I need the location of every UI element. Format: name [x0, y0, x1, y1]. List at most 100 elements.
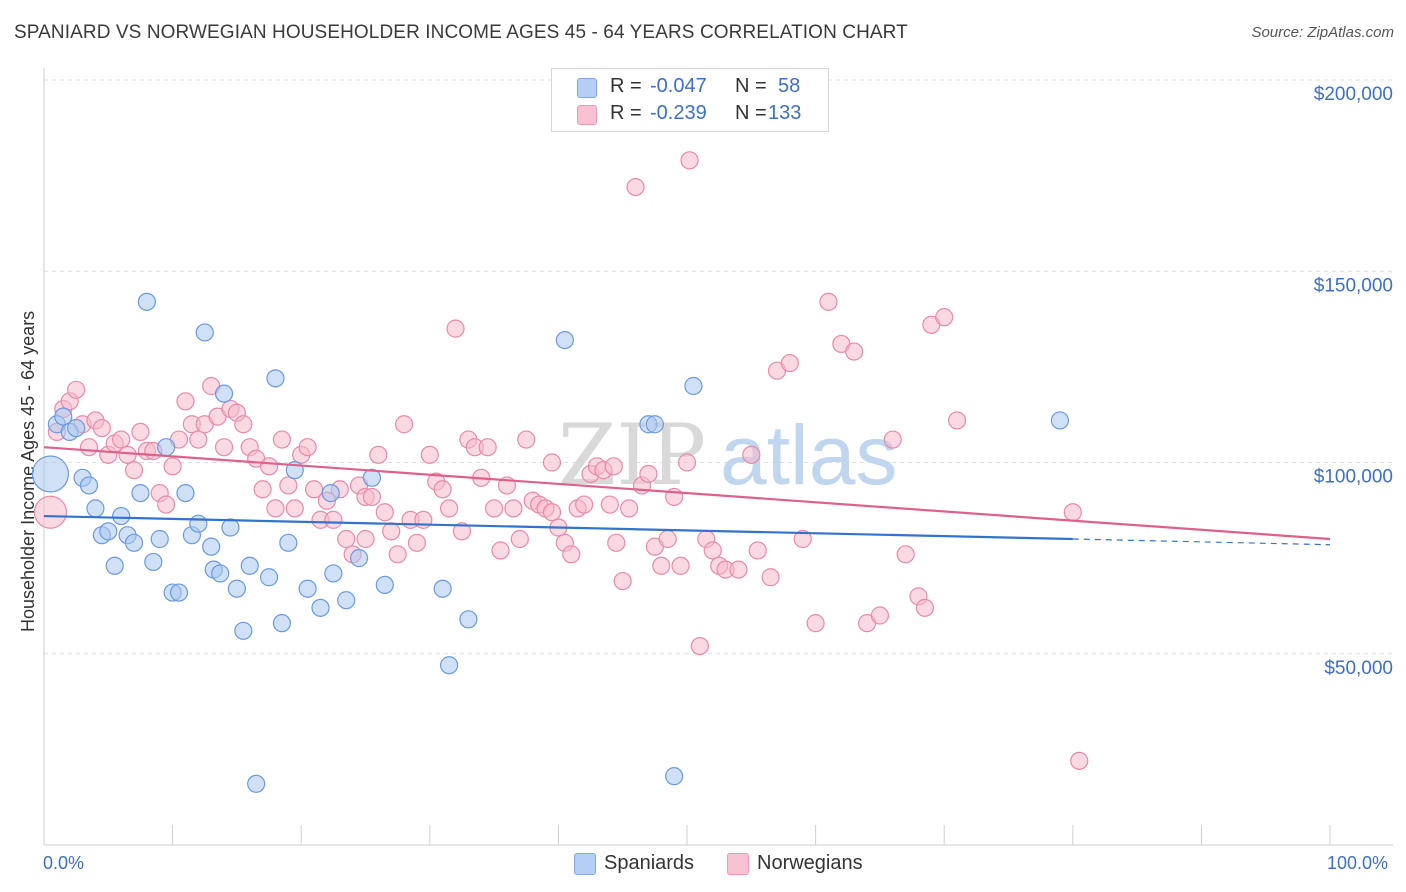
trend-lines	[43, 446, 1331, 546]
norwegians-points	[33, 151, 1089, 770]
norwegians-point	[375, 503, 394, 522]
spaniards-point	[137, 292, 156, 311]
legend-row-norwegians: R = -0.239 N = 133	[552, 101, 828, 127]
norwegians-point	[157, 495, 176, 514]
norwegians-point	[504, 499, 523, 518]
norwegians-point	[562, 545, 581, 564]
norwegians-point	[388, 545, 407, 564]
norwegians-point	[510, 529, 529, 549]
norwegians-trend-line	[43, 446, 1331, 541]
spaniards-point	[311, 598, 330, 617]
legend-r-value: -0.047	[650, 75, 707, 97]
spaniards-point	[324, 564, 343, 583]
norwegians-point	[491, 541, 510, 560]
norwegians-point	[176, 392, 195, 411]
spaniards-point	[99, 522, 118, 541]
y-tick-label: $100,000	[1314, 467, 1393, 488]
spaniards-point	[439, 656, 459, 675]
legend-n-value: 58	[778, 75, 801, 97]
spaniards-point	[555, 331, 574, 350]
correlation-legend: R = -0.047 N = 58 R = -0.239 N = 133	[551, 68, 829, 132]
norwegians-point	[761, 568, 780, 587]
spaniards-point	[131, 484, 150, 503]
spaniards-point	[176, 484, 195, 503]
axes	[43, 68, 1393, 846]
norwegians-point	[780, 353, 799, 373]
spaniards-point	[684, 376, 703, 396]
norwegians-point	[272, 430, 292, 449]
spaniards-point	[321, 484, 340, 503]
x-tick-min: 0.0%	[43, 853, 85, 873]
spaniards-point	[112, 506, 131, 526]
y-tick-label: $200,000	[1314, 84, 1393, 105]
x-tick-max: 100.0%	[1327, 853, 1389, 873]
norwegians-point	[542, 453, 562, 472]
norwegians-point	[604, 457, 623, 476]
norwegians-point	[935, 308, 954, 327]
spaniards-point	[298, 579, 317, 598]
spaniards-point	[150, 529, 169, 549]
norwegians-point	[896, 545, 915, 564]
norwegians-point	[600, 495, 619, 514]
norwegians-point	[33, 495, 68, 529]
norwegians-point	[607, 533, 626, 552]
norwegians-point	[658, 529, 677, 549]
norwegians-point	[1063, 503, 1082, 522]
spaniards-point	[169, 583, 189, 602]
spaniards-trend-line	[43, 514, 1073, 541]
spaniards-point	[247, 774, 266, 793]
spaniards-point	[375, 575, 394, 595]
norwegians-point	[870, 606, 890, 625]
norwegians-point	[819, 292, 838, 311]
norwegians-point	[915, 598, 935, 617]
spaniards-point	[124, 533, 144, 552]
spaniards-point	[195, 323, 214, 342]
norwegians-point	[947, 411, 967, 430]
legend-swatch-spaniards	[577, 78, 597, 98]
norwegians-point	[189, 430, 208, 449]
spaniards-point	[259, 568, 279, 587]
norwegians-point	[214, 438, 234, 457]
spaniards-point	[240, 556, 259, 575]
spaniards-point	[211, 564, 230, 583]
spaniards-point	[54, 407, 73, 426]
bottom-legend-label-norwegians: Norwegians	[757, 852, 863, 874]
spaniards-point	[227, 579, 246, 598]
norwegians-point	[478, 438, 497, 457]
norwegians-point	[1070, 751, 1089, 770]
bottom-legend-spaniards: Spaniards	[574, 850, 714, 878]
spaniards-point	[105, 556, 124, 575]
spaniards-point	[362, 468, 382, 487]
spaniards-point	[157, 438, 176, 457]
norwegians-point	[394, 415, 414, 434]
norwegians-point	[883, 430, 902, 449]
spaniards-point	[349, 549, 369, 568]
norwegians-point	[542, 503, 562, 522]
y-tick-label: $150,000	[1314, 275, 1393, 296]
norwegians-point	[79, 438, 99, 457]
norwegians-point	[485, 499, 504, 518]
legend-r-label: R =	[610, 102, 642, 124]
norwegians-point	[369, 445, 388, 464]
spaniards-point	[79, 476, 99, 495]
norwegians-point	[414, 510, 433, 529]
norwegians-point	[337, 529, 356, 549]
norwegians-point	[845, 342, 864, 361]
norwegians-point	[680, 151, 699, 170]
norwegians-point	[356, 529, 375, 549]
spaniards-point	[214, 384, 234, 403]
norwegians-point	[806, 614, 825, 633]
norwegians-point	[433, 480, 452, 499]
spaniards-points	[31, 292, 1070, 793]
norwegians-point	[67, 380, 86, 399]
bottom-legend-swatch-norwegians	[727, 853, 749, 875]
norwegians-point	[613, 571, 632, 591]
norwegians-point	[362, 487, 382, 507]
bottom-legend-norwegians: Norwegians	[727, 850, 887, 878]
norwegians-point	[446, 319, 465, 338]
norwegians-point	[793, 529, 812, 549]
norwegians-point	[92, 418, 111, 438]
spaniards-point	[1050, 411, 1070, 430]
norwegians-point	[118, 445, 137, 464]
